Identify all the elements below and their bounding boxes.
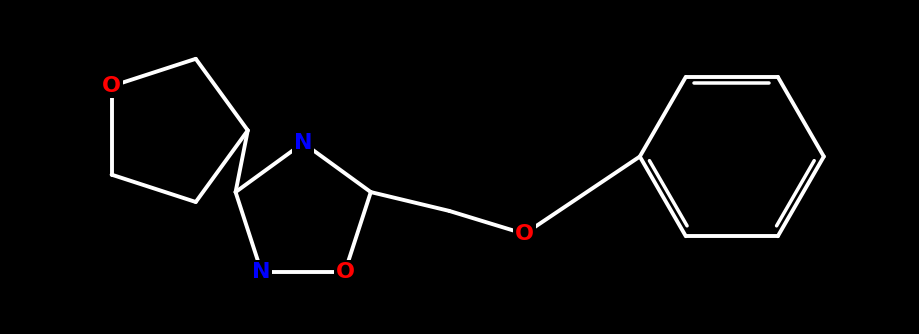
Text: O: O <box>102 76 121 96</box>
Text: O: O <box>335 262 354 282</box>
Text: O: O <box>515 224 533 244</box>
Text: N: N <box>293 133 312 153</box>
Text: N: N <box>252 262 270 282</box>
